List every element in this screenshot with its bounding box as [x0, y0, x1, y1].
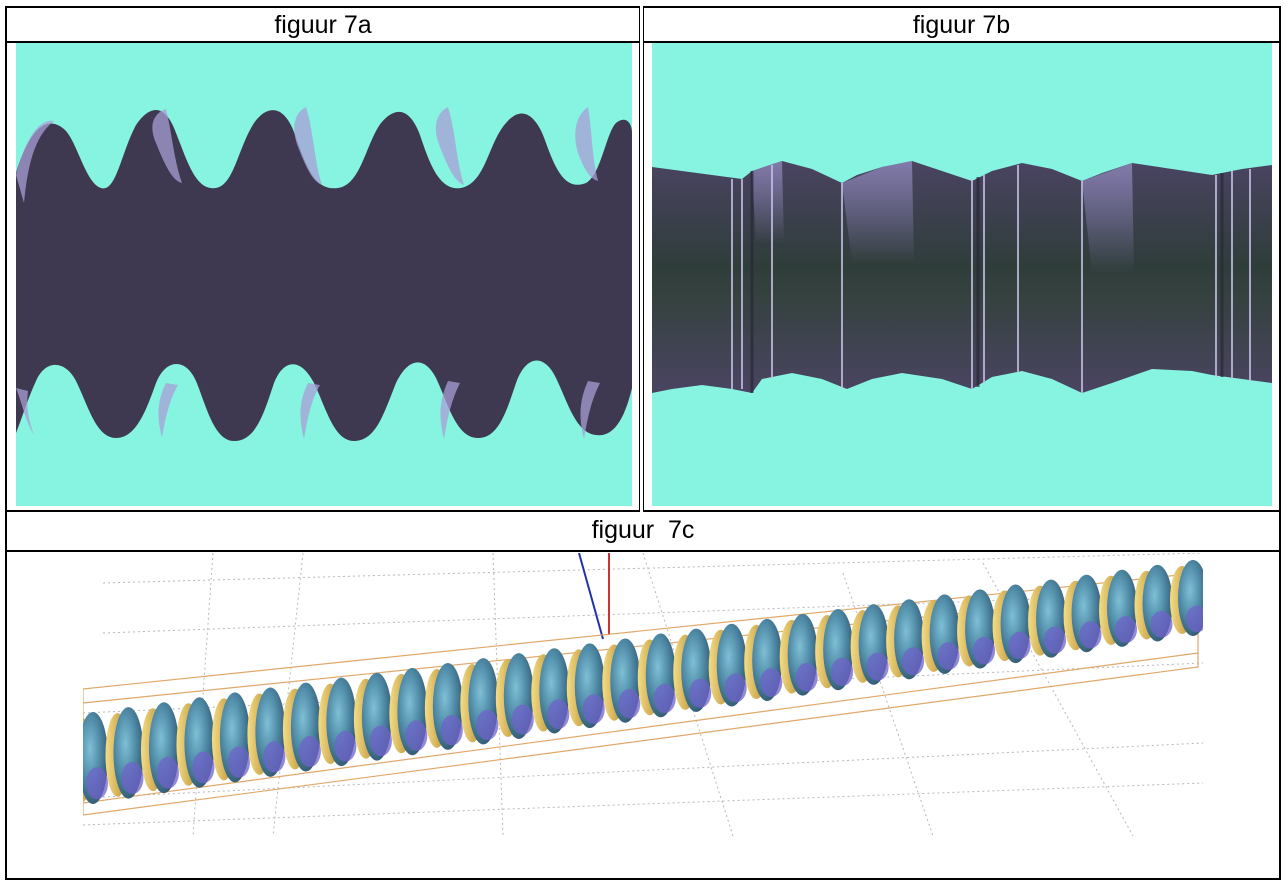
- coil-violet-shade: [512, 705, 534, 735]
- coil-violet-shade: [583, 694, 605, 724]
- coil-violet-shade: [86, 767, 108, 799]
- table-border-left: [5, 6, 7, 880]
- coil-violet-shade: [1151, 611, 1173, 638]
- table-border-bottom: [5, 878, 1281, 880]
- table-column-divider: [639, 6, 644, 512]
- coil-violet-shade: [938, 642, 960, 670]
- coil-violet-shade: [263, 741, 285, 772]
- coil-violet-shade: [973, 637, 995, 665]
- coil-violet-shade: [725, 673, 747, 702]
- coil-violet-shade: [334, 731, 356, 762]
- coil-violet-shade: [370, 725, 392, 756]
- figure-7b-image: [652, 43, 1272, 506]
- coil-violet-shade: [831, 658, 853, 686]
- coil-violet-shade: [299, 736, 321, 767]
- caption-figure-7c: figuur 7c: [7, 513, 1279, 547]
- coil-violet-shade: [689, 679, 711, 708]
- coil-violet-shade: [405, 720, 427, 751]
- coil-violet-shade: [192, 752, 214, 784]
- figure-7c-image: [83, 553, 1203, 836]
- coil-violet-shade: [760, 668, 782, 697]
- figure-7a-image: [16, 43, 632, 506]
- coil-violet-shade: [1080, 621, 1102, 648]
- coil-violet-shade: [547, 699, 569, 729]
- caption-figure-7a: figuur 7a: [7, 8, 639, 42]
- figure-table: figuur 7a figuur 7b figuur 7c: [5, 6, 1281, 880]
- coil-violet-shade: [618, 689, 640, 718]
- coil-violet-shade: [902, 647, 924, 675]
- coil-violet-shade: [121, 762, 143, 794]
- caption-figure-7b: figuur 7b: [644, 8, 1279, 42]
- coil-violet-shade: [1044, 626, 1066, 653]
- coil-violet-shade: [867, 653, 889, 681]
- coil-violet-shade: [157, 757, 179, 789]
- coil-violet-shade: [654, 684, 676, 713]
- coil-violet-shade: [228, 746, 250, 777]
- coil-violet-shade: [476, 710, 498, 740]
- coil-violet-shade: [441, 715, 463, 745]
- table-row-divider-3: [5, 550, 1281, 552]
- table-border-right: [1279, 6, 1281, 880]
- coil-violet-shade: [1009, 632, 1031, 660]
- coil-violet-shade: [1115, 616, 1137, 643]
- coil-violet-shade: [796, 663, 818, 692]
